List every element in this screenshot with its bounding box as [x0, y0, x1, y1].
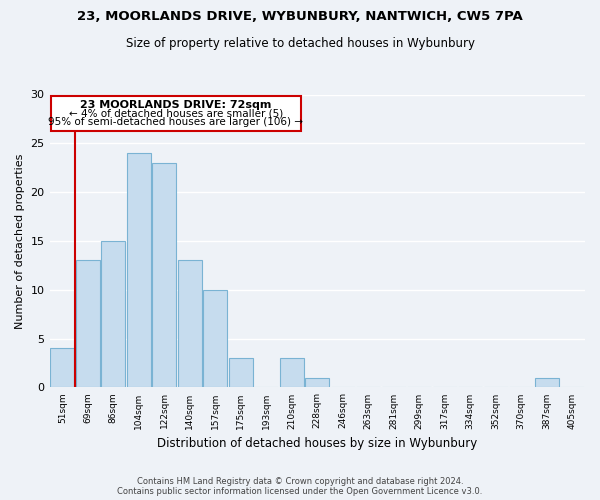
Text: 23 MOORLANDS DRIVE: 72sqm: 23 MOORLANDS DRIVE: 72sqm: [80, 100, 271, 110]
Bar: [229, 358, 253, 388]
Bar: [152, 163, 176, 388]
Text: ← 4% of detached houses are smaller (5): ← 4% of detached houses are smaller (5): [68, 108, 283, 118]
Text: 23, MOORLANDS DRIVE, WYBUNBURY, NANTWICH, CW5 7PA: 23, MOORLANDS DRIVE, WYBUNBURY, NANTWICH…: [77, 10, 523, 23]
FancyBboxPatch shape: [51, 96, 301, 130]
Y-axis label: Number of detached properties: Number of detached properties: [15, 154, 25, 328]
Bar: [305, 378, 329, 388]
Text: Contains public sector information licensed under the Open Government Licence v3: Contains public sector information licen…: [118, 487, 482, 496]
Bar: [76, 260, 100, 388]
Text: Size of property relative to detached houses in Wybunbury: Size of property relative to detached ho…: [125, 38, 475, 51]
Bar: [127, 153, 151, 388]
Bar: [203, 290, 227, 388]
Bar: [178, 260, 202, 388]
Bar: [50, 348, 74, 388]
Text: 95% of semi-detached houses are larger (106) →: 95% of semi-detached houses are larger (…: [48, 117, 303, 127]
Bar: [280, 358, 304, 388]
Text: Contains HM Land Registry data © Crown copyright and database right 2024.: Contains HM Land Registry data © Crown c…: [137, 477, 463, 486]
X-axis label: Distribution of detached houses by size in Wybunbury: Distribution of detached houses by size …: [157, 437, 478, 450]
Bar: [535, 378, 559, 388]
Bar: [101, 241, 125, 388]
